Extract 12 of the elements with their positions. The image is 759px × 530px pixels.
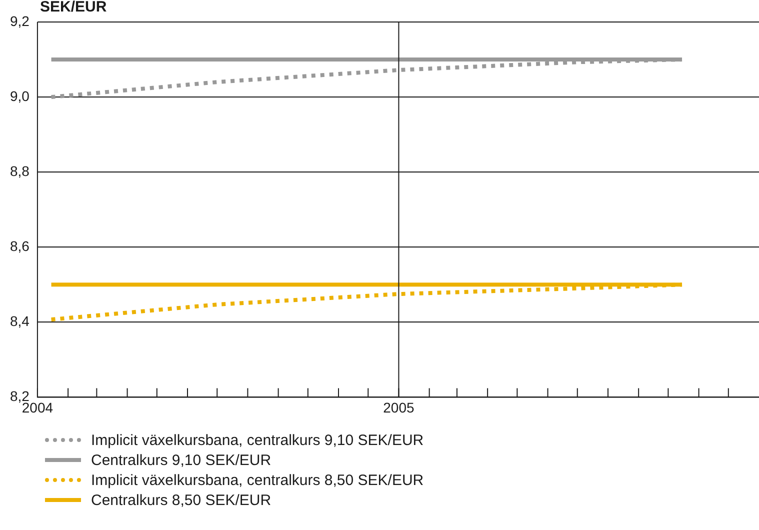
y-tick-label: 8,4 [10,313,30,330]
y-tick-label: 9,2 [10,12,30,29]
y-tick-label: 8,8 [10,162,30,179]
legend-label: Implicit växelkursbana, centralkurs 9,10 SEK/EUR [91,432,424,448]
legend-label: Implicit växelkursbana, centralkurs 8,50 SEK/EUR [91,472,424,488]
y-tick-label: 9,0 [10,88,30,104]
x-tick-label: 2005 [383,399,415,416]
legend-label: Centralkurs 8,50 SEK/EUR [91,492,272,508]
legend-label: Centralkurs 9,10 SEK/EUR [91,452,272,468]
y-tick-label: 8,6 [10,238,30,254]
y-axis-title: SEK/EUR [40,0,107,16]
y-tick-label: 8,2 [10,388,30,404]
